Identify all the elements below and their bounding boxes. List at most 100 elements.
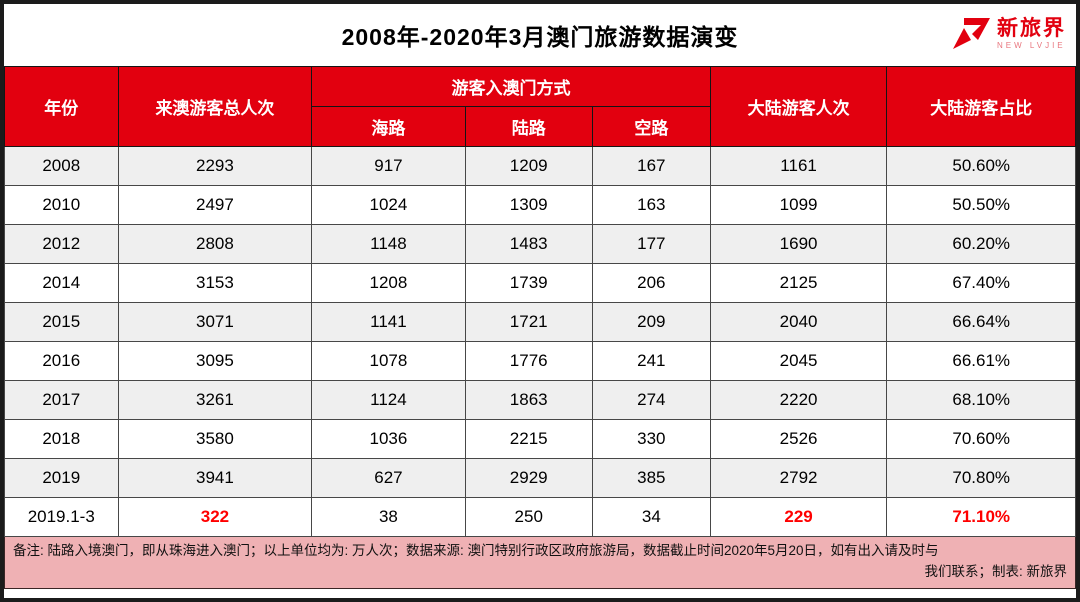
cell-air: 163 <box>591 185 711 225</box>
cell-year: 2014 <box>4 263 119 303</box>
cell-total: 3153 <box>117 263 313 303</box>
cell-total: 322 <box>117 497 313 537</box>
cell-land: 1776 <box>464 341 593 381</box>
col-header-entry-group: 游客入澳门方式 <box>311 66 711 107</box>
cell-year: 2019 <box>4 458 119 498</box>
cell-mainland: 2526 <box>709 419 888 459</box>
cell-year: 2017 <box>4 380 119 420</box>
paper-plane-arrow-icon <box>953 18 990 49</box>
cell-land: 2929 <box>464 458 593 498</box>
cell-air: 241 <box>591 341 711 381</box>
cell-land: 250 <box>464 497 593 537</box>
table-row: 2008 2293 917 1209 167 1161 50.60% <box>4 146 1076 186</box>
cell-mainland: 2040 <box>709 302 888 342</box>
cell-total: 2497 <box>117 185 313 225</box>
cell-sea: 38 <box>311 497 466 537</box>
col-header-mainland: 大陆游客人次 <box>709 66 888 147</box>
title-bar: 2008年-2020年3月澳门旅游数据演变 新旅界 NEW LVJIE <box>4 4 1076 66</box>
cell-air: 274 <box>591 380 711 420</box>
cell-mainland: 2220 <box>709 380 888 420</box>
cell-mainland: 2125 <box>709 263 888 303</box>
cell-total: 3095 <box>117 341 313 381</box>
cell-air: 330 <box>591 419 711 459</box>
cell-sea: 1024 <box>311 185 466 225</box>
cell-share: 60.20% <box>886 224 1076 264</box>
brand-logo: 新旅界 NEW LVJIE <box>952 14 1066 54</box>
table-body: 2008 2293 917 1209 167 1161 50.60% 2010 2497 1024… <box>4 146 1076 537</box>
cell-share: 71.10% <box>886 497 1076 537</box>
cell-sea: 1036 <box>311 419 466 459</box>
cell-total: 2293 <box>117 146 313 186</box>
footer-note-line1: 备注: 陆路入境澳门，即从珠海进入澳门；以上单位均为: 万人次；数据来源: 澳门… <box>13 543 939 558</box>
table-header: 年份 来澳游客总人次 游客入澳门方式 大陆游客人次 大陆游客占比 海路 陆路 空… <box>4 66 1076 147</box>
table-row: 2019 3941 627 2929 385 2792 70.80% <box>4 458 1076 498</box>
table-row: 2012 2808 1148 1483 177 1690 60.20% <box>4 224 1076 264</box>
cell-land: 1209 <box>464 146 593 186</box>
table-row: 2010 2497 1024 1309 163 1099 50.50% <box>4 185 1076 225</box>
cell-total: 2808 <box>117 224 313 264</box>
footer-note-line2: 我们联系；制表: 新旅界 <box>924 563 1067 579</box>
cell-air: 167 <box>591 146 711 186</box>
cell-share: 50.60% <box>886 146 1076 186</box>
cell-sea: 1208 <box>311 263 466 303</box>
cell-sea: 1124 <box>311 380 466 420</box>
cell-air: 177 <box>591 224 711 264</box>
cell-sea: 1078 <box>311 341 466 381</box>
col-header-share: 大陆游客占比 <box>886 66 1076 147</box>
cell-land: 1739 <box>464 263 593 303</box>
cell-total: 3580 <box>117 419 313 459</box>
cell-share: 70.80% <box>886 458 1076 498</box>
cell-total: 3071 <box>117 302 313 342</box>
cell-total: 3941 <box>117 458 313 498</box>
col-header-land: 陆路 <box>464 106 593 147</box>
col-header-sea: 海路 <box>311 106 466 147</box>
cell-share: 70.60% <box>886 419 1076 459</box>
table-row: 2015 3071 1141 1721 209 2040 66.64% <box>4 302 1076 342</box>
page-title: 2008年-2020年3月澳门旅游数据演变 <box>341 24 739 50</box>
cell-land: 1863 <box>464 380 593 420</box>
col-header-air: 空路 <box>591 106 711 147</box>
cell-land: 1309 <box>464 185 593 225</box>
logo-name: 新旅界 <box>997 17 1066 40</box>
cell-land: 1721 <box>464 302 593 342</box>
cell-sea: 627 <box>311 458 466 498</box>
table-row: 2019.1-3 322 38 250 34 229 71.10% <box>4 497 1076 537</box>
cell-air: 209 <box>591 302 711 342</box>
table-row: 2016 3095 1078 1776 241 2045 66.61% <box>4 341 1076 381</box>
cell-share: 66.61% <box>886 341 1076 381</box>
cell-total: 3261 <box>117 380 313 420</box>
cell-mainland: 229 <box>709 497 888 537</box>
cell-share: 50.50% <box>886 185 1076 225</box>
cell-air: 206 <box>591 263 711 303</box>
cell-sea: 917 <box>311 146 466 186</box>
cell-mainland: 2045 <box>709 341 888 381</box>
logo-text: 新旅界 NEW LVJIE <box>997 18 1066 50</box>
cell-year: 2015 <box>4 302 119 342</box>
cell-year: 2010 <box>4 185 119 225</box>
table-row: 2014 3153 1208 1739 206 2125 67.40% <box>4 263 1076 303</box>
cell-share: 66.64% <box>886 302 1076 342</box>
cell-year: 2019.1-3 <box>4 497 119 537</box>
cell-share: 68.10% <box>886 380 1076 420</box>
col-header-year: 年份 <box>4 66 119 147</box>
cell-air: 34 <box>591 497 711 537</box>
tourism-data-table: 年份 来澳游客总人次 游客入澳门方式 大陆游客人次 大陆游客占比 海路 陆路 空… <box>4 66 1076 537</box>
cell-share: 67.40% <box>886 263 1076 303</box>
cell-mainland: 1161 <box>709 146 888 186</box>
table-row: 2018 3580 1036 2215 330 2526 70.60% <box>4 419 1076 459</box>
cell-air: 385 <box>591 458 711 498</box>
table-row: 2017 3261 1124 1863 274 2220 68.10% <box>4 380 1076 420</box>
cell-year: 2016 <box>4 341 119 381</box>
cell-mainland: 1099 <box>709 185 888 225</box>
cell-year: 2018 <box>4 419 119 459</box>
cell-year: 2012 <box>4 224 119 264</box>
cell-year: 2008 <box>4 146 119 186</box>
cell-mainland: 1690 <box>709 224 888 264</box>
logo-subtitle: NEW LVJIE <box>997 41 1066 50</box>
footer-note: 备注: 陆路入境澳门，即从珠海进入澳门；以上单位均为: 万人次；数据来源: 澳门… <box>4 537 1076 589</box>
cell-land: 1483 <box>464 224 593 264</box>
cell-mainland: 2792 <box>709 458 888 498</box>
cell-sea: 1148 <box>311 224 466 264</box>
cell-sea: 1141 <box>311 302 466 342</box>
